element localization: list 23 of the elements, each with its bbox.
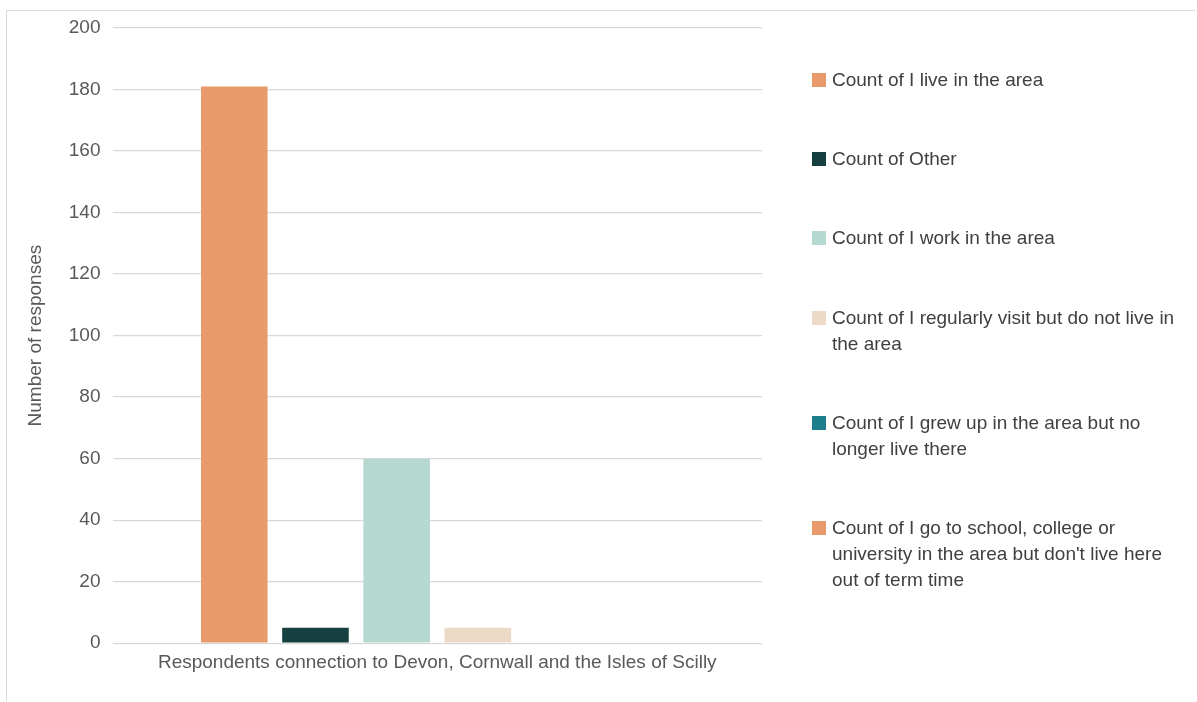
legend-label: Count of I regularly visit but do not live in the area	[832, 305, 1176, 356]
y-tick-label: 160	[68, 139, 101, 161]
y-tick-label: 20	[79, 569, 101, 591]
y-tick-label: 180	[68, 77, 101, 99]
legend-label: Count of I grew up in the area but no longer live there	[832, 410, 1142, 461]
bar	[201, 86, 268, 643]
y-tick-label: 100	[68, 323, 101, 345]
y-tick-label: 140	[68, 200, 101, 222]
legend-label: Count of Other	[832, 147, 957, 171]
y-tick-label: 120	[68, 262, 101, 284]
bar	[444, 627, 512, 643]
y-axis-title: Number of responses	[23, 244, 45, 427]
y-tick-label: 80	[79, 385, 101, 407]
legend-label: Count of I live in the area	[832, 67, 1044, 92]
y-tick-label: 0	[89, 631, 101, 653]
bar	[363, 458, 430, 643]
y-tick-label: 200	[68, 16, 101, 38]
bar	[282, 627, 349, 643]
x-tick-label: Respondents connection to Devon, Cornwall and the Isles of Scilly	[157, 650, 718, 672]
y-tick-label: 40	[79, 508, 101, 530]
legend-label: Count of I go to school, college or university in the area but don't live here out of term time	[832, 516, 1163, 593]
legend-label: Count of I work in the area	[832, 226, 1055, 251]
y-tick-label: 60	[79, 446, 101, 468]
